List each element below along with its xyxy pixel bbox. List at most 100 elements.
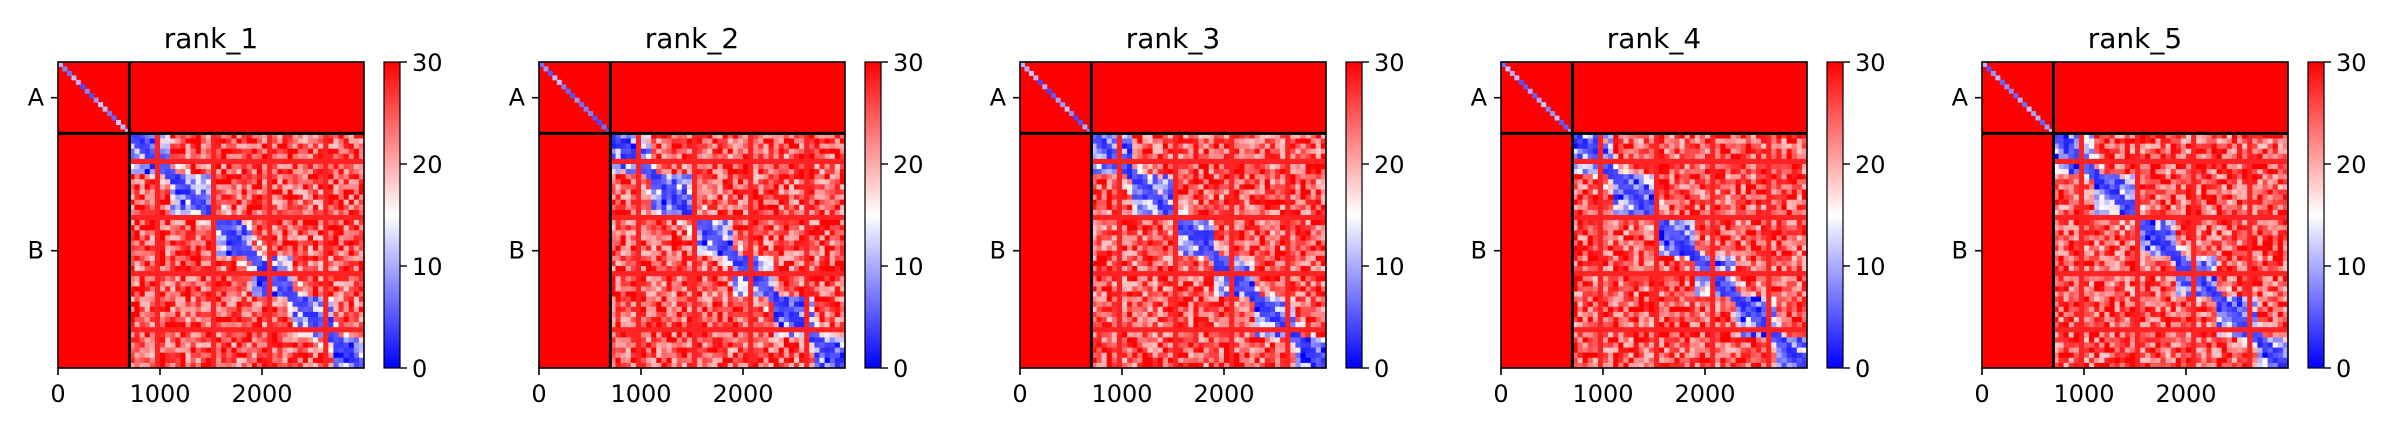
heatmap-cell — [783, 158, 790, 165]
heatmap-cell — [139, 174, 146, 180]
heatmap-cell — [287, 138, 294, 145]
heatmap-cell — [292, 138, 299, 145]
heatmap-cell — [809, 301, 815, 308]
heatmap-cell — [180, 158, 186, 165]
heatmap-cell — [221, 276, 227, 282]
heatmap-cell — [773, 174, 780, 180]
heatmap-cell — [231, 204, 237, 211]
heatmap-cell — [788, 352, 795, 359]
heatmap-cell — [180, 179, 186, 185]
heatmap-cell — [185, 250, 192, 257]
heatmap-cell — [768, 153, 775, 160]
heatmap-cell — [794, 153, 800, 160]
heatmap-cell — [763, 311, 769, 318]
heatmap-cell — [1183, 184, 1189, 190]
heatmap-cell — [758, 291, 764, 298]
heatmap-cell — [681, 332, 688, 338]
heatmap-cell — [753, 306, 759, 313]
heatmap-cell — [170, 225, 176, 231]
heatmap-cell — [773, 215, 780, 221]
heatmap-cell — [630, 342, 637, 349]
heatmap-cell — [348, 184, 355, 190]
heatmap-cell — [799, 311, 805, 318]
heatmap-cell — [809, 255, 815, 262]
heatmap-cell — [758, 235, 764, 241]
heatmap-cell — [216, 204, 222, 211]
heatmap-cell — [185, 153, 192, 160]
heatmap-cell — [824, 133, 831, 139]
heatmap-cell — [722, 194, 729, 201]
heatmap-cell — [737, 260, 744, 267]
heatmap-cell — [1127, 179, 1133, 185]
heatmap-cell — [778, 220, 785, 226]
heatmap-cell — [583, 106, 589, 112]
heatmap-cell — [241, 276, 248, 282]
heatmap-cell — [256, 347, 263, 354]
heatmap-cell — [323, 199, 329, 206]
heatmap-cell — [144, 322, 151, 328]
heatmap-cell — [231, 179, 237, 185]
heatmap-cell — [681, 311, 688, 318]
heatmap-cell — [824, 260, 831, 267]
heatmap-cell — [185, 357, 192, 364]
heatmap-cell — [134, 230, 141, 236]
heatmap-cell — [323, 245, 329, 252]
heatmap-cell — [272, 317, 278, 323]
heatmap-cell — [134, 301, 141, 308]
heatmap-cell — [646, 189, 652, 196]
heatmap-cell — [763, 347, 769, 354]
heatmap-cell — [829, 306, 836, 313]
heatmap-cell — [338, 327, 345, 333]
heatmap-cell — [129, 311, 135, 318]
heatmap-cell — [814, 255, 820, 262]
heatmap-cell — [661, 184, 667, 190]
heatmap-cell — [620, 322, 627, 328]
heatmap-cell — [753, 189, 759, 196]
heatmap-cell — [641, 255, 647, 262]
heatmap-cell — [814, 174, 820, 180]
heatmap-cell — [732, 347, 739, 354]
heatmap-cell — [697, 158, 703, 165]
heatmap-cell — [1193, 189, 1199, 196]
heatmap-cell — [297, 352, 304, 359]
heatmap-cell — [328, 174, 334, 180]
heatmap-cell — [768, 291, 775, 298]
heatmap-cell — [287, 332, 294, 338]
heatmap-cell — [697, 286, 703, 292]
heatmap-cell — [1198, 184, 1205, 190]
heatmap-cell — [170, 327, 176, 333]
heatmap-cell — [358, 327, 365, 333]
heatmap-cell — [256, 220, 263, 226]
heatmap-cell — [702, 342, 708, 349]
heatmap-cell — [297, 337, 304, 343]
colorbar-tick-label: 10 — [893, 253, 924, 281]
heatmap-cell — [129, 143, 135, 150]
heatmap-cell — [839, 179, 846, 185]
heatmap-cell — [160, 357, 166, 364]
heatmap-cell — [231, 158, 237, 165]
heatmap-cell — [231, 271, 237, 277]
heatmap-cell — [727, 158, 734, 165]
heatmap-cell — [773, 322, 780, 328]
heatmap-cell — [829, 230, 836, 236]
heatmap-cell — [579, 102, 585, 108]
heatmap-cell — [1193, 194, 1199, 201]
heatmap-cell — [722, 148, 729, 155]
heatmap-cell — [241, 225, 248, 231]
heatmap-cell — [195, 240, 202, 247]
heatmap-cell — [824, 204, 831, 211]
heatmap-cell — [773, 255, 780, 262]
heatmap-cell — [221, 184, 227, 190]
heatmap-cell — [610, 179, 616, 185]
heatmap-cell — [1275, 153, 1281, 160]
heatmap-cell — [804, 133, 810, 139]
heatmap-cell — [348, 143, 355, 150]
heatmap-cell — [272, 266, 278, 272]
heatmap-cell — [328, 169, 334, 175]
heatmap-cell — [819, 281, 826, 287]
heatmap-cell — [1193, 138, 1199, 145]
heatmap-cell — [834, 194, 841, 201]
heatmap-cell — [318, 271, 324, 277]
heatmap-cell — [620, 209, 627, 216]
heatmap-cell — [277, 189, 283, 196]
